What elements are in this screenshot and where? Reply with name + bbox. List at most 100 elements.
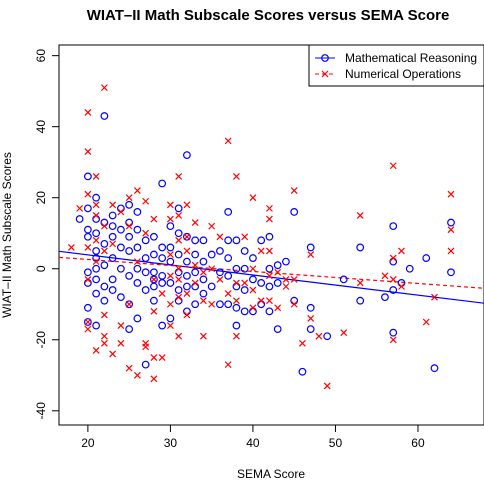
point-numerical-operations xyxy=(282,283,290,290)
point-numerical-operations xyxy=(356,279,364,287)
point-mathematical-reasoning xyxy=(174,296,183,305)
fit-line-numerical-operations xyxy=(58,256,484,289)
point-numerical-operations xyxy=(133,187,141,195)
point-numerical-operations xyxy=(150,307,158,315)
y-tick-label: -20 xyxy=(34,331,48,349)
point-numerical-operations xyxy=(109,350,117,358)
point-mathematical-reasoning xyxy=(257,300,266,309)
point-numerical-operations xyxy=(84,318,92,326)
axes: 20 30 40 50 60 -40 -20 0 20 40 60 xyxy=(34,49,425,450)
point-numerical-operations xyxy=(266,215,273,223)
point-mathematical-reasoning xyxy=(116,243,125,252)
point-mathematical-reasoning xyxy=(125,232,134,241)
legend-box xyxy=(308,44,484,87)
point-mathematical-reasoning xyxy=(183,151,191,159)
point-mathematical-reasoning xyxy=(232,236,241,245)
point-numerical-operations xyxy=(133,258,141,266)
legend-x-marker xyxy=(321,70,329,78)
point-mathematical-reasoning xyxy=(232,303,241,312)
point-mathematical-reasoning xyxy=(191,268,200,277)
point-mathematical-reasoning xyxy=(116,264,125,273)
legend-label: Numerical Operations xyxy=(345,67,461,81)
point-mathematical-reasoning xyxy=(298,367,307,376)
point-mathematical-reasoning xyxy=(133,243,142,252)
point-numerical-operations xyxy=(290,275,298,283)
point-numerical-operations xyxy=(389,254,397,262)
point-numerical-operations xyxy=(191,219,199,226)
point-mathematical-reasoning xyxy=(166,314,175,323)
point-mathematical-reasoning xyxy=(232,282,241,291)
plot-frame xyxy=(58,44,484,426)
point-mathematical-reasoning xyxy=(447,218,455,227)
point-mathematical-reasoning xyxy=(116,293,125,302)
point-numerical-operations xyxy=(175,275,183,283)
point-numerical-operations xyxy=(84,325,92,333)
point-mathematical-reasoning xyxy=(108,222,117,231)
point-mathematical-reasoning xyxy=(232,321,241,330)
point-mathematical-reasoning xyxy=(133,279,142,287)
point-numerical-operations xyxy=(224,137,232,145)
point-numerical-operations xyxy=(233,279,240,287)
point-mathematical-reasoning xyxy=(249,307,257,316)
point-mathematical-reasoning xyxy=(191,250,200,259)
point-mathematical-reasoning xyxy=(125,325,134,334)
point-numerical-operations xyxy=(307,251,315,258)
point-mathematical-reasoning xyxy=(430,364,439,373)
point-mathematical-reasoning xyxy=(265,264,274,273)
point-numerical-operations xyxy=(257,247,265,255)
point-mathematical-reasoning xyxy=(240,264,249,273)
point-mathematical-reasoning xyxy=(150,268,158,277)
point-mathematical-reasoning xyxy=(108,232,117,241)
point-numerical-operations xyxy=(125,300,133,308)
point-mathematical-reasoning xyxy=(92,229,101,238)
point-mathematical-reasoning xyxy=(306,303,315,312)
point-numerical-operations xyxy=(117,322,125,329)
point-mathematical-reasoning xyxy=(249,254,257,262)
point-mathematical-reasoning xyxy=(92,247,101,255)
point-numerical-operations xyxy=(100,332,108,340)
point-mathematical-reasoning xyxy=(216,268,224,277)
point-mathematical-reasoning xyxy=(166,279,175,287)
point-mathematical-reasoning xyxy=(92,193,101,202)
point-mathematical-reasoning xyxy=(240,307,249,316)
point-numerical-operations xyxy=(175,293,183,301)
point-mathematical-reasoning xyxy=(83,232,92,241)
point-mathematical-reasoning xyxy=(257,236,266,245)
point-mathematical-reasoning xyxy=(83,225,92,234)
legend-label: Mathematical Reasoning xyxy=(345,51,477,65)
point-mathematical-reasoning xyxy=(158,279,167,287)
point-numerical-operations xyxy=(84,275,92,283)
point-numerical-operations xyxy=(158,290,166,298)
point-numerical-operations xyxy=(133,371,141,379)
point-numerical-operations xyxy=(233,172,240,180)
point-numerical-operations xyxy=(125,222,133,230)
point-mathematical-reasoning xyxy=(174,204,183,213)
point-numerical-operations xyxy=(266,297,273,305)
point-numerical-operations xyxy=(389,336,397,344)
point-numerical-operations xyxy=(431,293,438,301)
point-mathematical-reasoning xyxy=(191,300,200,309)
point-numerical-operations xyxy=(323,382,331,390)
legend: Mathematical Reasoning Numerical Operati… xyxy=(308,44,484,87)
x-tick-label: 40 xyxy=(246,436,260,450)
point-mathematical-reasoning xyxy=(150,250,158,259)
point-mathematical-reasoning xyxy=(199,236,208,245)
point-numerical-operations xyxy=(422,318,430,326)
point-numerical-operations xyxy=(224,290,232,298)
point-mathematical-reasoning xyxy=(108,275,117,284)
point-mathematical-reasoning xyxy=(141,286,150,294)
point-mathematical-reasoning xyxy=(356,243,365,252)
point-numerical-operations xyxy=(84,190,92,198)
point-mathematical-reasoning xyxy=(125,247,134,255)
point-numerical-operations xyxy=(307,315,315,322)
point-mathematical-reasoning xyxy=(108,286,117,294)
point-numerical-operations xyxy=(389,162,397,170)
point-numerical-operations xyxy=(274,304,282,312)
point-mathematical-reasoning xyxy=(92,321,101,330)
point-mathematical-reasoning xyxy=(116,225,125,234)
point-mathematical-reasoning xyxy=(389,222,398,231)
point-mathematical-reasoning xyxy=(158,179,167,188)
x-axis-label: SEMA Score xyxy=(237,467,305,481)
point-numerical-operations xyxy=(166,251,174,258)
point-mathematical-reasoning xyxy=(447,268,455,277)
